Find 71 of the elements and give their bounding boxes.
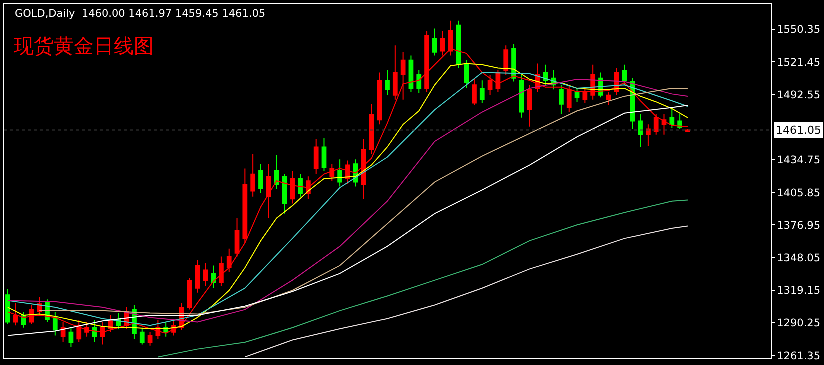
candlestick xyxy=(219,256,224,287)
candlestick xyxy=(464,60,470,90)
candlestick xyxy=(654,114,659,136)
candlestick xyxy=(258,164,264,194)
y-tick-label: 1261.35 xyxy=(777,350,821,362)
candlestick xyxy=(298,174,303,198)
candlestick xyxy=(606,91,612,106)
candlestick xyxy=(416,70,422,94)
candlestick xyxy=(203,263,208,287)
y-tick-label: 1319.15 xyxy=(777,285,821,298)
candlestick xyxy=(234,218,240,258)
candlestick xyxy=(195,260,200,294)
candlestick xyxy=(322,138,327,172)
candlestick xyxy=(226,248,232,274)
candlestick xyxy=(290,170,296,204)
candlestick xyxy=(377,72,382,126)
candlestick xyxy=(187,278,192,310)
candlestick xyxy=(559,84,564,116)
candlestick xyxy=(92,319,98,344)
candlestick xyxy=(408,55,414,92)
y-tick-label: 1434.75 xyxy=(777,154,821,167)
candlestick xyxy=(527,84,532,128)
candlestick xyxy=(338,159,342,188)
candlestick xyxy=(488,74,493,96)
candlestick xyxy=(140,327,145,346)
candlestick xyxy=(385,70,390,96)
y-tick-label: 1348.05 xyxy=(777,252,821,264)
candlestick xyxy=(13,302,18,326)
candlestick xyxy=(274,154,280,190)
candlestick xyxy=(519,74,524,118)
annotation: 现货黄金日线图 xyxy=(14,34,154,58)
ref-line-label: 1461.05 xyxy=(776,124,822,137)
candlestick xyxy=(266,164,272,219)
y-tick-label: 1405.85 xyxy=(777,187,821,200)
candlestick xyxy=(456,20,462,69)
y-tick-label: 1550.35 xyxy=(777,24,821,36)
candlestick xyxy=(432,28,438,56)
candlestick xyxy=(646,124,651,147)
candlestick xyxy=(242,168,248,244)
candlestick xyxy=(622,64,628,86)
y-tick-label: 1492.55 xyxy=(777,89,821,102)
candlestick xyxy=(670,107,675,129)
candlestick xyxy=(662,114,667,136)
candlestick xyxy=(52,312,58,336)
candlestick xyxy=(638,114,643,148)
candlestick xyxy=(148,332,153,346)
y-tick-label: 1521.45 xyxy=(777,56,821,69)
candlestick xyxy=(6,288,10,325)
candlestick xyxy=(678,114,682,130)
candlestick xyxy=(566,84,572,113)
candlestick xyxy=(250,154,256,198)
candlestick xyxy=(282,174,288,214)
candlestick xyxy=(512,44,516,82)
candlestick xyxy=(480,80,485,104)
candlestick xyxy=(211,265,216,289)
y-tick-label: 1376.95 xyxy=(777,220,821,232)
line-series xyxy=(158,200,688,358)
candlestick xyxy=(369,104,374,155)
chart-title: GOLD,Daily 1460.00 1461.97 1459.45 1461.05 xyxy=(15,8,266,20)
candlestick xyxy=(330,164,335,182)
candlestick xyxy=(68,327,74,348)
candlestick xyxy=(346,160,350,185)
y-tick-label: 1290.25 xyxy=(777,318,821,330)
line-series xyxy=(244,226,688,358)
candlestick xyxy=(400,52,406,100)
candlestick xyxy=(504,45,509,76)
candlestick xyxy=(543,64,548,86)
candlestick xyxy=(582,88,588,104)
line-series xyxy=(7,104,688,336)
candlestick xyxy=(472,78,477,106)
candlestick xyxy=(314,138,319,175)
